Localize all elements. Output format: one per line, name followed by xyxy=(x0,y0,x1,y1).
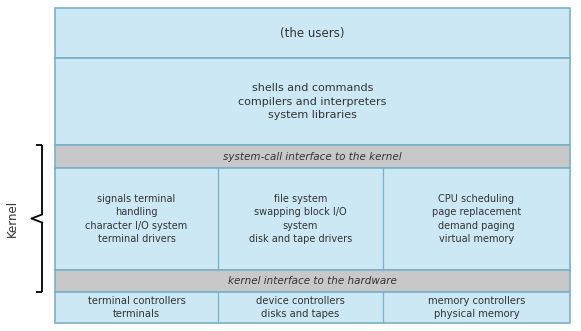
Text: Kernel: Kernel xyxy=(5,200,19,237)
Bar xyxy=(55,145,570,168)
Text: shells and commands
compilers and interpreters
system libraries: shells and commands compilers and interp… xyxy=(238,83,387,120)
Text: CPU scheduling
page replacement
demand paging
virtual memory: CPU scheduling page replacement demand p… xyxy=(432,194,521,244)
Text: (the users): (the users) xyxy=(280,26,345,39)
Text: memory controllers
physical memory: memory controllers physical memory xyxy=(428,296,525,319)
Text: system-call interface to the kernel: system-call interface to the kernel xyxy=(223,152,402,162)
Text: signals terminal
handling
character I/O system
terminal drivers: signals terminal handling character I/O … xyxy=(85,194,188,244)
Bar xyxy=(55,8,570,58)
Text: kernel interface to the hardware: kernel interface to the hardware xyxy=(228,276,397,286)
Text: file system
swapping block I/O
system
disk and tape drivers: file system swapping block I/O system di… xyxy=(249,194,352,244)
Bar xyxy=(55,292,570,323)
Bar xyxy=(55,270,570,292)
Bar xyxy=(55,58,570,145)
Bar xyxy=(55,168,570,270)
Text: device controllers
disks and tapes: device controllers disks and tapes xyxy=(256,296,345,319)
Text: terminal controllers
terminals: terminal controllers terminals xyxy=(88,296,185,319)
